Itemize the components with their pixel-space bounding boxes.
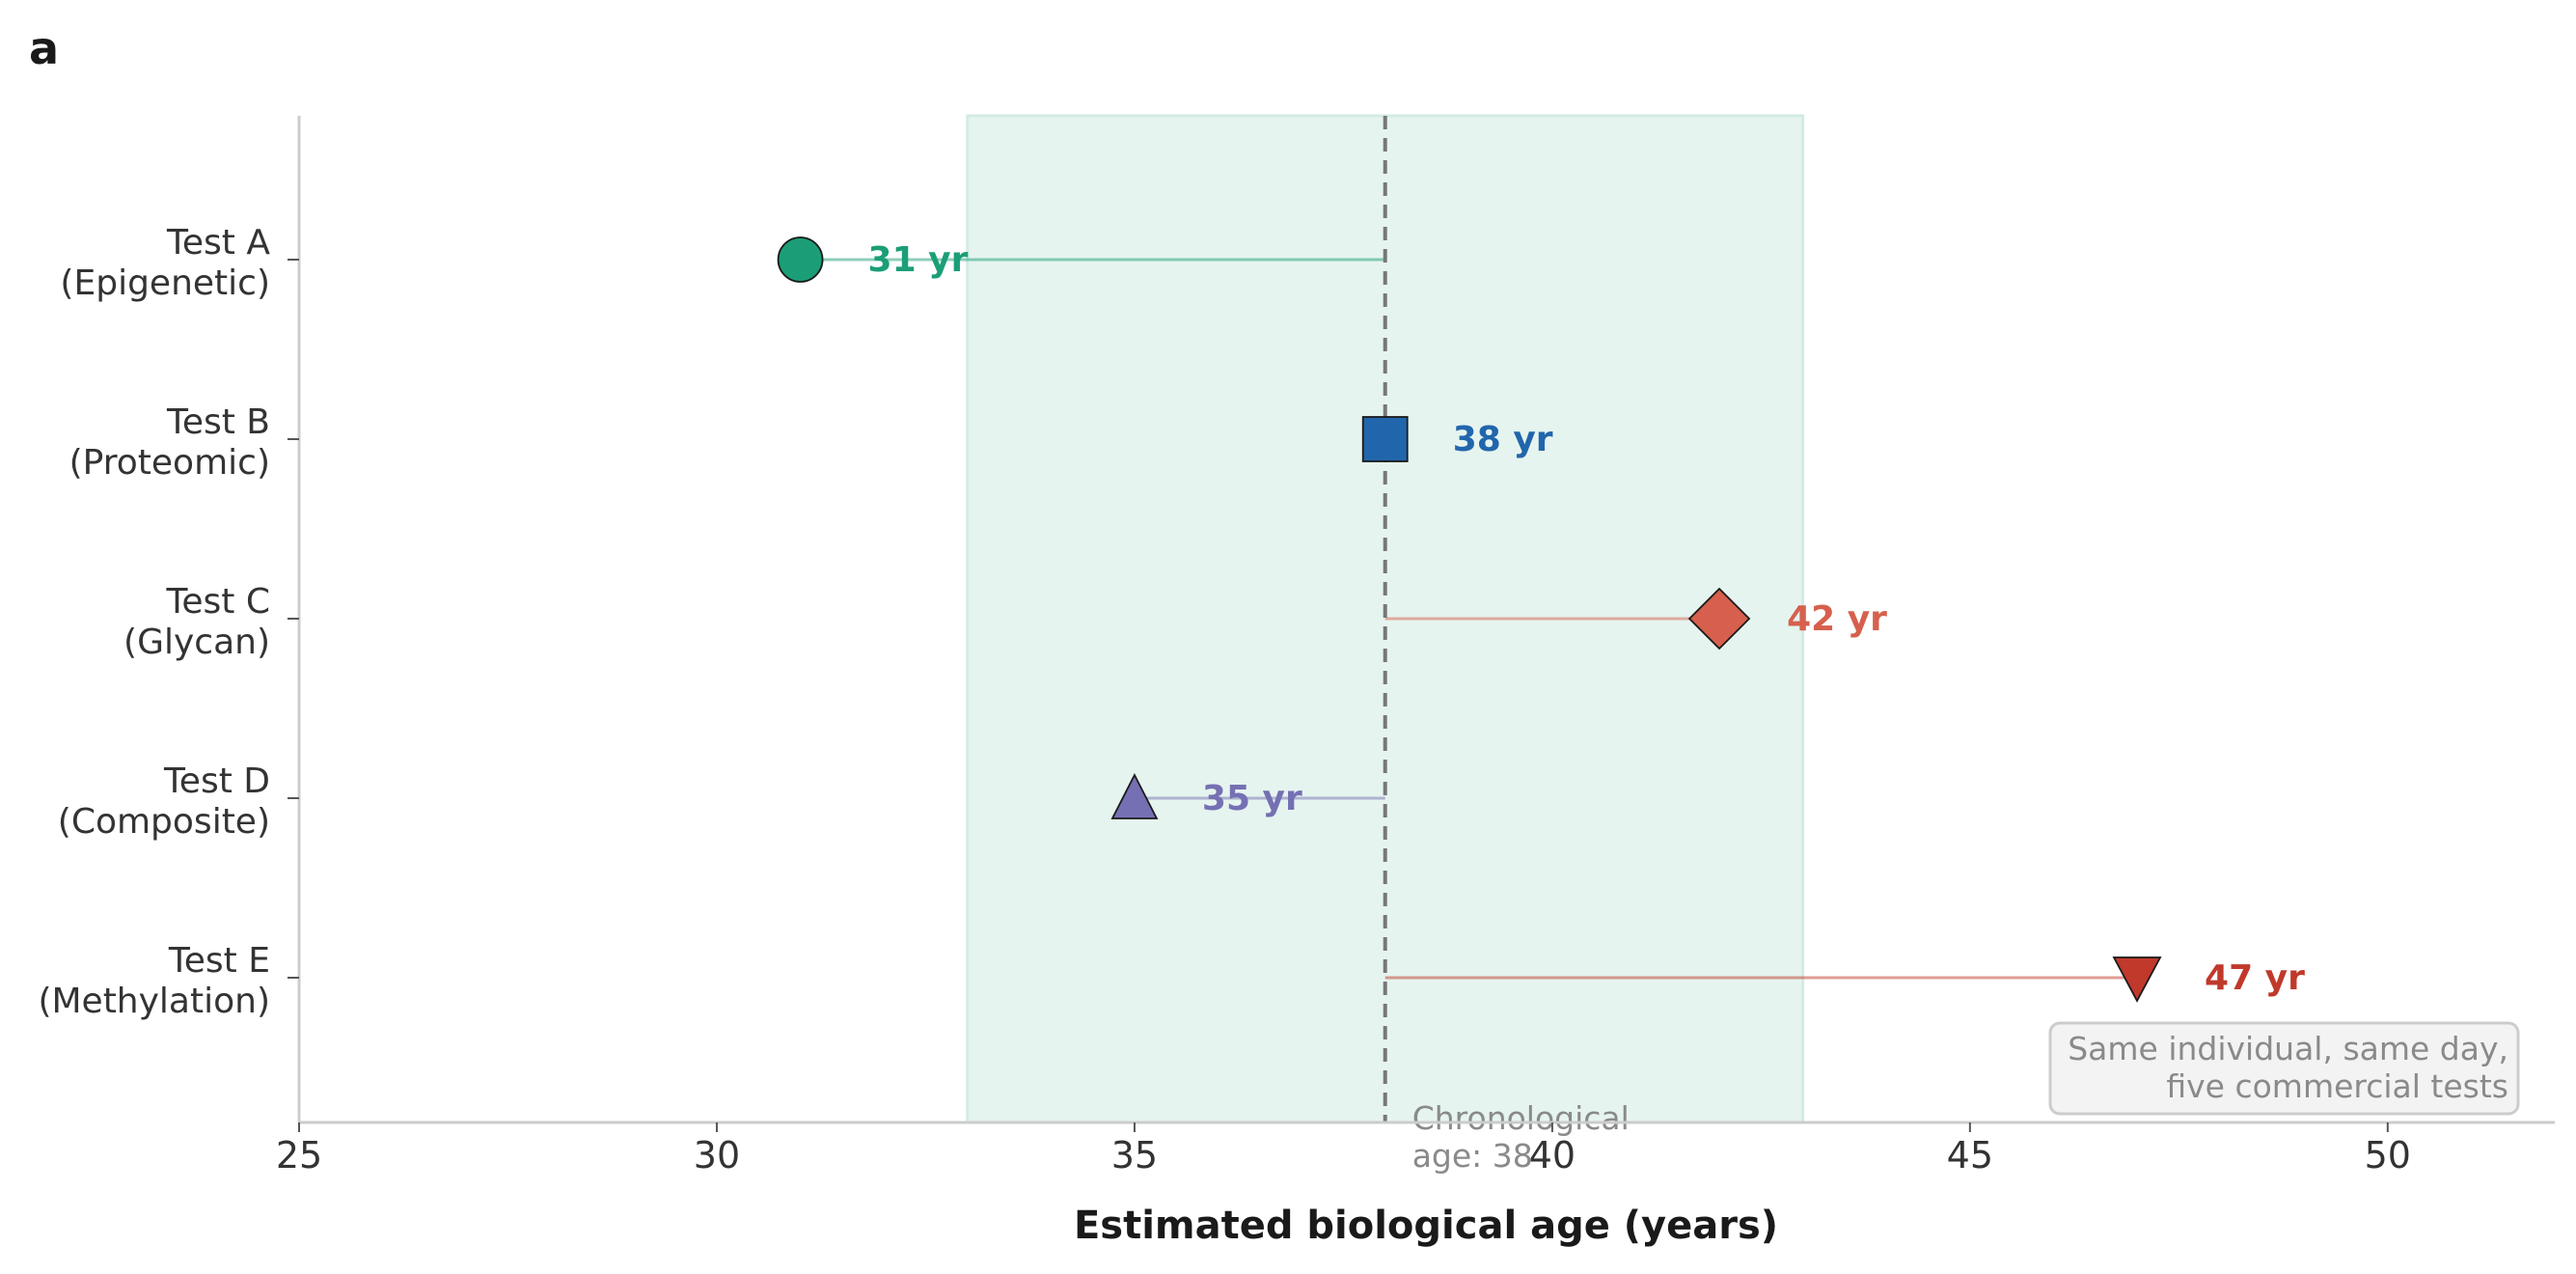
value-label: 47 yr <box>2205 958 2305 998</box>
circle-marker <box>777 236 824 283</box>
y-tick-label: (Methylation) <box>38 982 270 1021</box>
value-label: 38 yr <box>1453 420 1553 459</box>
marker-layer <box>777 236 2162 1003</box>
stem-layer <box>800 258 2138 980</box>
value-label: 42 yr <box>1787 599 1887 639</box>
y-tick-label: Test D <box>163 762 270 801</box>
y-tick-label: (Proteomic) <box>69 443 270 483</box>
x-tick-label: 30 <box>694 1134 740 1177</box>
y-tick-label: Test B <box>166 402 270 442</box>
y-tick-label: Test E <box>168 941 270 981</box>
annotation-line-2: five commercial tests <box>2166 1067 2508 1105</box>
y-tick-label: (Composite) <box>58 802 270 842</box>
x-tick-label: 25 <box>276 1134 322 1177</box>
panel-label: a <box>29 22 59 74</box>
value-label: 31 yr <box>868 240 969 280</box>
x-tick-label: 50 <box>2365 1134 2411 1177</box>
annotation-box: Same individual, same day, five commerci… <box>2048 1021 2520 1116</box>
chronological-age-label: age: 38 <box>1412 1137 1533 1175</box>
y-tick-label: (Glycan) <box>123 623 270 662</box>
chronological-age-label: Chronological <box>1412 1099 1630 1137</box>
annotation-line-1: Same individual, same day, <box>2068 1030 2508 1067</box>
value-label: 35 yr <box>1202 779 1302 818</box>
x-axis-label: Estimated biological age (years) <box>1074 1204 1778 1248</box>
y-tick-label: Test C <box>166 582 270 622</box>
triangle-up-marker <box>1110 773 1159 819</box>
y-tick-label: (Epigenetic) <box>60 263 270 303</box>
value-label-layer: 31 yr 38 yr 42 yr 35 yr 47 yr <box>868 240 2306 998</box>
x-tick-label: 40 <box>1529 1134 1576 1177</box>
x-tick-label: 45 <box>1947 1134 1993 1177</box>
triangle-down-marker <box>2112 956 2162 1003</box>
x-tick-label: 35 <box>1111 1134 1158 1177</box>
y-tick-label: Test A <box>166 223 270 263</box>
axes-layer: 25 30 35 40 45 50 Test A(Epigenetic) Test B(Pro… <box>38 116 2555 1177</box>
square-marker <box>1361 416 1409 462</box>
diamond-marker <box>1687 587 1751 651</box>
